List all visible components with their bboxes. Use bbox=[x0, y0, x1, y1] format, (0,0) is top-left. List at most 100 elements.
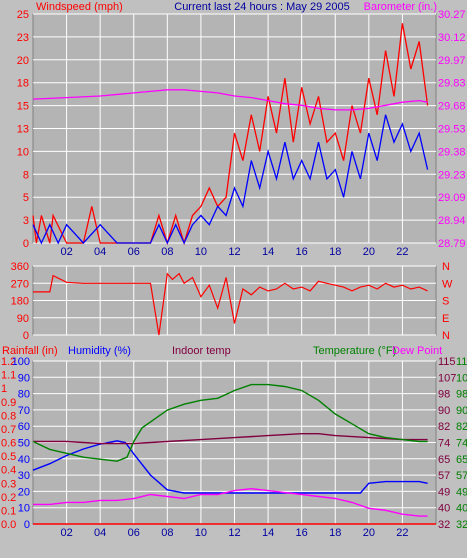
temperature-y-tick-label: 115 bbox=[456, 356, 467, 368]
barometer-y-tick-label: 29.97 bbox=[438, 55, 466, 67]
humidity-y-tick-label: 90 bbox=[18, 372, 30, 384]
temp-x-tick-label: 02 bbox=[60, 527, 72, 539]
indoor-temp-axis-title: Indoor temp bbox=[172, 345, 231, 357]
humidity-y-tick-label: 20 bbox=[18, 486, 30, 498]
direction-compass-label: E bbox=[442, 313, 449, 325]
wind-y-tick-label: 3 bbox=[23, 215, 29, 227]
wind-x-tick-label: 04 bbox=[94, 246, 106, 258]
temp-x-tick-label: 08 bbox=[161, 527, 173, 539]
temp-x-tick-label: 20 bbox=[363, 527, 375, 539]
indoor-temp-y-tick-label: 107 bbox=[438, 372, 456, 384]
humidity-y-tick-label: 70 bbox=[18, 405, 30, 417]
rainfall-y-tick-label: 0.9 bbox=[1, 397, 16, 409]
wind-y-tick-label: 25 bbox=[17, 9, 29, 21]
wind-x-tick-label: 08 bbox=[161, 246, 173, 258]
barometer-y-tick-label: 30.27 bbox=[438, 9, 466, 21]
barometer-y-tick-label: 29.38 bbox=[438, 146, 466, 158]
temperature-y-tick-label: 74 bbox=[456, 438, 467, 450]
temp-x-tick-label: 18 bbox=[329, 527, 341, 539]
indoor-temp-y-tick-label: 98 bbox=[438, 389, 450, 401]
wind-x-tick-label: 22 bbox=[396, 246, 408, 258]
barometer-y-tick-label: 29.83 bbox=[438, 78, 466, 90]
rainfall-y-tick-label: 0.5 bbox=[1, 451, 16, 463]
wind-y-tick-label: 20 bbox=[17, 55, 29, 67]
wind-x-tick-label: 18 bbox=[329, 246, 341, 258]
indoor-temp-y-tick-label: 65 bbox=[438, 454, 450, 466]
temp-x-tick-label: 12 bbox=[228, 527, 240, 539]
temperature-y-tick-label: 40 bbox=[456, 503, 467, 515]
rainfall-y-tick-label: 0.3 bbox=[1, 478, 16, 490]
rainfall-y-tick-label: 0.4 bbox=[1, 465, 16, 477]
series-indoor bbox=[33, 433, 428, 445]
indoor-temp-y-tick-label: 57 bbox=[438, 470, 450, 482]
wind-y-tick-label: 13 bbox=[17, 124, 29, 136]
temperature-y-tick-label: 49 bbox=[456, 486, 467, 498]
temperature-y-tick-label: 107 bbox=[456, 372, 467, 384]
humidity-y-tick-label: 60 bbox=[18, 421, 30, 433]
barometer-axis-title: Barometer (in.) bbox=[364, 1, 437, 13]
direction-y-tick-label: 0 bbox=[23, 330, 29, 342]
wind-x-tick-label: 06 bbox=[128, 246, 140, 258]
wind-x-tick-label: 20 bbox=[363, 246, 375, 258]
temperature-axis-title: Temperature (°F) bbox=[313, 345, 396, 357]
wind-x-tick-label: 14 bbox=[262, 246, 274, 258]
temp-x-tick-label: 14 bbox=[262, 527, 274, 539]
rainfall-axis-title: Rainfall (in) bbox=[2, 345, 58, 357]
temperature-y-tick-label: 82 bbox=[456, 421, 467, 433]
humidity-y-tick-label: 50 bbox=[18, 438, 30, 450]
series-wind_avg bbox=[32, 114, 429, 245]
rainfall-y-tick-label: 0.8 bbox=[1, 410, 16, 422]
indoor-temp-y-tick-label: 74 bbox=[438, 438, 450, 450]
indoor-temp-y-tick-label: 49 bbox=[438, 486, 450, 498]
rainfall-y-tick-label: 1 bbox=[1, 383, 7, 395]
wind-y-tick-label: 18 bbox=[17, 78, 29, 90]
barometer-y-tick-label: 29.09 bbox=[438, 192, 466, 204]
rainfall-y-tick-label: 0.7 bbox=[1, 424, 16, 436]
dewpoint-axis-title: Dew Point bbox=[392, 345, 442, 357]
series-dewpoint bbox=[33, 487, 428, 517]
rainfall-y-tick-label: 0.2 bbox=[1, 492, 16, 504]
temperature-y-tick-label: 57 bbox=[456, 470, 467, 482]
barometer-y-tick-label: 29.68 bbox=[438, 101, 466, 113]
indoor-temp-y-tick-label: 40 bbox=[438, 503, 450, 515]
temp-x-tick-label: 04 bbox=[94, 527, 106, 539]
wind-y-tick-label: 10 bbox=[17, 146, 29, 158]
indoor-temp-y-tick-label: 82 bbox=[438, 421, 450, 433]
humidity-y-tick-label: 80 bbox=[18, 389, 30, 401]
temperature-y-tick-label: 32 bbox=[456, 519, 467, 531]
direction-y-tick-label: 270 bbox=[11, 278, 29, 290]
barometer-y-tick-label: 29.23 bbox=[438, 169, 466, 181]
wind-y-tick-label: 15 bbox=[17, 101, 29, 113]
barometer-y-tick-label: 30.12 bbox=[438, 32, 466, 44]
series-gust bbox=[32, 23, 429, 246]
wind-x-tick-label: 16 bbox=[296, 246, 308, 258]
temperature-y-tick-label: 90 bbox=[456, 405, 467, 417]
indoor-temp-y-tick-label: 90 bbox=[438, 405, 450, 417]
humidity-y-tick-label: 100 bbox=[12, 356, 30, 368]
wind-y-tick-label: 5 bbox=[23, 192, 29, 204]
wind-x-tick-label: 10 bbox=[195, 246, 207, 258]
indoor-temp-y-tick-label: 115 bbox=[438, 356, 456, 368]
humidity-y-tick-label: 10 bbox=[18, 503, 30, 515]
rainfall-y-tick-label: 0.0 bbox=[1, 519, 16, 531]
humidity-axis-title: Humidity (%) bbox=[68, 345, 131, 357]
temperature-humidity-panel: 02 04 06 08 10 12 14 16 18 20 220.00.10.20.30.40.5… bbox=[1, 356, 467, 539]
direction-y-tick-label: 180 bbox=[11, 296, 29, 308]
temp-x-tick-label: 22 bbox=[396, 527, 408, 539]
temperature-y-tick-label: 65 bbox=[456, 454, 467, 466]
rainfall-y-tick-label: 0.6 bbox=[1, 438, 16, 450]
direction-y-tick-label: 90 bbox=[17, 313, 29, 325]
direction-compass-label: N bbox=[442, 261, 450, 273]
barometer-y-tick-label: 28.79 bbox=[438, 238, 466, 250]
temperature-y-tick-label: 98 bbox=[456, 389, 467, 401]
direction-compass-label: N bbox=[442, 330, 450, 342]
temp-x-tick-label: 16 bbox=[296, 527, 308, 539]
wind-x-tick-label: 02 bbox=[60, 246, 72, 258]
rainfall-y-tick-label: 1.1 bbox=[1, 370, 16, 382]
barometer-y-tick-label: 29.53 bbox=[438, 124, 466, 136]
rainfall-y-tick-label: 1.2 bbox=[1, 356, 16, 368]
temp-x-tick-label: 10 bbox=[195, 527, 207, 539]
wind-barometer-panel: 02 04 06 08 10 12 14 16 18 20 22 0 3 5 8 10 13 15 18 20 23 25… bbox=[17, 9, 466, 258]
